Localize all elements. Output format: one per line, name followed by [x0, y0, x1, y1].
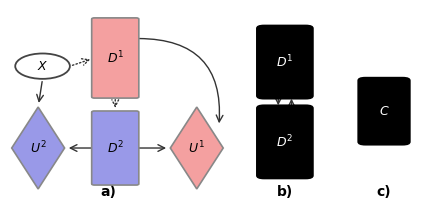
- Text: $D^1$: $D^1$: [276, 54, 293, 70]
- FancyBboxPatch shape: [358, 77, 411, 146]
- Text: $D^2$: $D^2$: [276, 133, 293, 150]
- FancyBboxPatch shape: [256, 25, 314, 99]
- Text: c): c): [377, 185, 391, 199]
- Polygon shape: [11, 107, 65, 189]
- Text: $U^2$: $U^2$: [30, 140, 46, 156]
- FancyBboxPatch shape: [256, 104, 314, 179]
- Text: $D^2$: $D^2$: [107, 140, 124, 156]
- Text: $X$: $X$: [37, 60, 48, 73]
- FancyBboxPatch shape: [91, 111, 139, 185]
- Text: $U^1$: $U^1$: [188, 140, 205, 156]
- Text: $D^1$: $D^1$: [107, 50, 124, 66]
- FancyBboxPatch shape: [91, 18, 139, 98]
- Text: b): b): [277, 185, 293, 199]
- Circle shape: [15, 54, 70, 79]
- Text: a): a): [101, 185, 117, 199]
- Text: $C$: $C$: [379, 105, 389, 118]
- Polygon shape: [170, 107, 223, 189]
